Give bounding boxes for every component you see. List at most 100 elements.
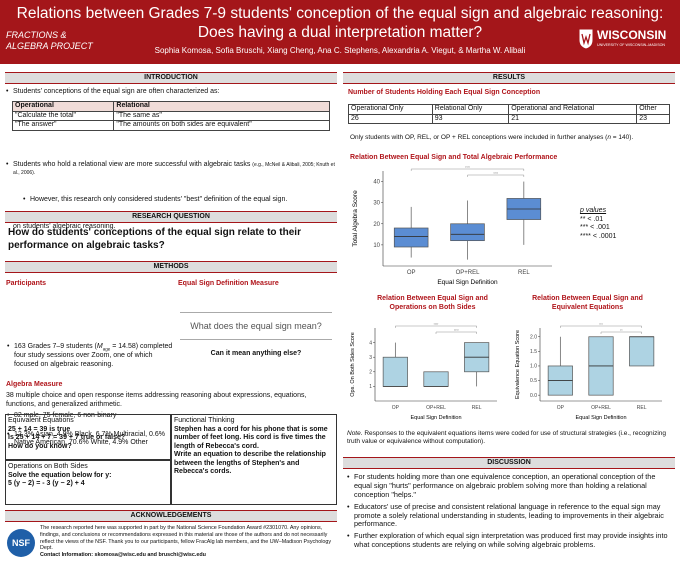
bullet: 12.3% Asian, 4.9% Black, 6.7% Multiracia… — [6, 431, 174, 448]
x-tick-label: REL — [472, 405, 482, 411]
x-tick-label: REL — [637, 405, 647, 411]
x-tick-label: OP — [557, 405, 565, 411]
table-header: Relational — [113, 101, 330, 112]
legend-title: p values — [580, 207, 607, 214]
logo-text: UNIVERSITY OF WISCONSIN–MADISON — [597, 42, 666, 47]
significance-bracket — [600, 331, 642, 334]
title: Relations between Grades 7-9 students' c… — [0, 4, 680, 42]
item-title: Functional Thinking — [174, 417, 235, 424]
box — [423, 371, 449, 387]
legend-item: ** < .01 — [580, 215, 604, 223]
x-tick-label: OP+REL — [426, 405, 446, 411]
y-tick-label: 20 — [373, 222, 380, 228]
table-cell: "The answer" — [11, 120, 115, 131]
y-tick-label: 30 — [373, 201, 380, 207]
item-text: 5 (y − 2) = - 3 (y − 2) + 4 — [8, 480, 85, 488]
significance-label: **** — [465, 166, 471, 170]
paragraph: 38 multiple choice and open response ite… — [6, 392, 307, 408]
subheading: Equal Sign Definition Measure — [178, 280, 279, 287]
y-tick-label: 2 — [369, 369, 372, 375]
significance-bracket — [435, 331, 477, 334]
significance-bracket — [467, 174, 525, 177]
box — [393, 227, 429, 248]
bullet: 82 male, 75 female, 6 non-binary — [6, 412, 174, 421]
text: = 14.58) completed four study sessions o… — [14, 343, 173, 368]
text: 163 Grades 7–9 students ( — [14, 343, 97, 351]
text: Only students with OP, REL, or OP + REL … — [350, 134, 608, 141]
y-axis-label: Equivalence Equation Score — [515, 330, 521, 399]
text: = 140). — [610, 134, 634, 141]
table-header: Relational Only — [431, 104, 510, 115]
prompt-box: What does the equal sign mean? — [180, 312, 332, 340]
text: . Responses to the equivalent equations … — [347, 430, 667, 445]
y-tick-label: 3 — [369, 355, 372, 361]
legend: p values ** < .01 *** < .001 **** < .000… — [580, 207, 616, 241]
box — [382, 356, 408, 387]
title-line: Does having a dual interpretation matter… — [197, 24, 483, 41]
table-cell: "The amounts on both sides are equivalen… — [113, 120, 330, 131]
significance-label: **** — [434, 323, 440, 327]
caption: Can it mean anything else? — [210, 350, 302, 357]
table-header: Operational Only — [348, 104, 433, 115]
table-header: Other — [636, 104, 670, 115]
table-cell: "Calculate the total" — [11, 110, 115, 122]
note: Note. Responses to the equivalent equati… — [347, 430, 672, 446]
item-box: Equivalent Equations 25 + 14 = 39 is tru… — [5, 414, 171, 460]
logo-right: WISCONSIN UNIVERSITY OF WISCONSIN–MADISO… — [597, 28, 666, 47]
significance-label: ** — [620, 329, 623, 333]
y-tick-label: 1.5 — [530, 349, 537, 355]
subheading: Algebra Measure — [6, 381, 63, 388]
authors: Sophia Komosa, Sofia Bruschi, Xiang Chen… — [154, 46, 526, 55]
nsf-logo: NSF — [7, 529, 35, 557]
significance-bracket — [560, 325, 642, 328]
item-text: How do you know? — [8, 442, 72, 450]
y-tick-label: 4 — [369, 340, 372, 346]
item-text: 25 + 14 = 39 is true — [8, 425, 71, 433]
x-tick-label: OP — [392, 405, 400, 411]
section-heading: RESULTS — [343, 72, 675, 84]
item-text: Solve the equation below for y: — [8, 471, 112, 479]
chart: 10 20 30 40 Total Algebra Score Equal Sign De… — [352, 166, 552, 286]
table-cell: 21 — [508, 113, 638, 125]
chart-title: Relation Between Equal Sign and Equivale… — [532, 295, 643, 311]
text: age — [102, 346, 111, 352]
results-table: Operational Only Relational Only Operation… — [348, 104, 670, 125]
significance-bracket — [410, 168, 525, 171]
x-axis-label: Equal Sign Definition — [410, 415, 461, 421]
x-axis-label: Equal Sign Definition — [575, 415, 626, 421]
x-axis-label: Equal Sign Definition — [437, 279, 498, 286]
chart: 0.0 0.5 1.0 1.5 2.0 Equivalence Equation Scor… — [515, 323, 662, 421]
section-heading: METHODS — [5, 261, 337, 273]
text: Note — [347, 430, 361, 437]
table-cell: 26 — [348, 113, 433, 125]
title-line: Relations between Grades 7-9 students' c… — [16, 5, 664, 22]
x-tick-label: OP+REL — [456, 270, 481, 276]
sub-bullet: However, this research only considered s… — [22, 196, 340, 205]
section-heading: DISCUSSION — [343, 457, 675, 469]
bullet: Students' conceptions of the equal sign … — [5, 88, 338, 97]
bullet: Educators' use of precise and consistent… — [346, 502, 671, 530]
table-cell: 23 — [636, 113, 670, 125]
chart-title: Relation Between Equal Sign and Operatio… — [377, 295, 488, 311]
table-cell: 93 — [431, 113, 510, 125]
text: The research reported here was supported… — [40, 525, 332, 552]
logo-left: FRACTIONS & ALGEBRA PROJECT — [6, 30, 93, 52]
bullet: Students who hold a relational view are … — [5, 161, 338, 178]
y-axis-label: Ops. On Both Sides Score — [350, 332, 356, 397]
logo-text: FRACTIONS & — [6, 30, 67, 40]
paragraph: The research reported here was supported… — [40, 525, 335, 559]
bullet: Further exploration of which equal sign … — [346, 531, 671, 550]
y-tick-label: 0.0 — [530, 393, 537, 399]
x-tick-label: OP — [407, 270, 416, 276]
y-tick-label: 40 — [373, 180, 380, 186]
section-heading: ACKNOWLEDGEMENTS — [5, 510, 337, 522]
chart: 1 2 3 4 Ops. On Both Sides Score Equal Sign D… — [350, 323, 497, 421]
subheading: Participants — [6, 280, 47, 287]
y-tick-label: 2.0 — [530, 334, 537, 340]
bullet: For students holding more than one equiv… — [346, 472, 671, 500]
y-axis-label: Total Algebra Score — [352, 190, 359, 247]
text: M — [96, 343, 103, 351]
discussion: For students holding more than one equiv… — [346, 472, 671, 550]
y-tick-label: 1 — [369, 384, 372, 390]
